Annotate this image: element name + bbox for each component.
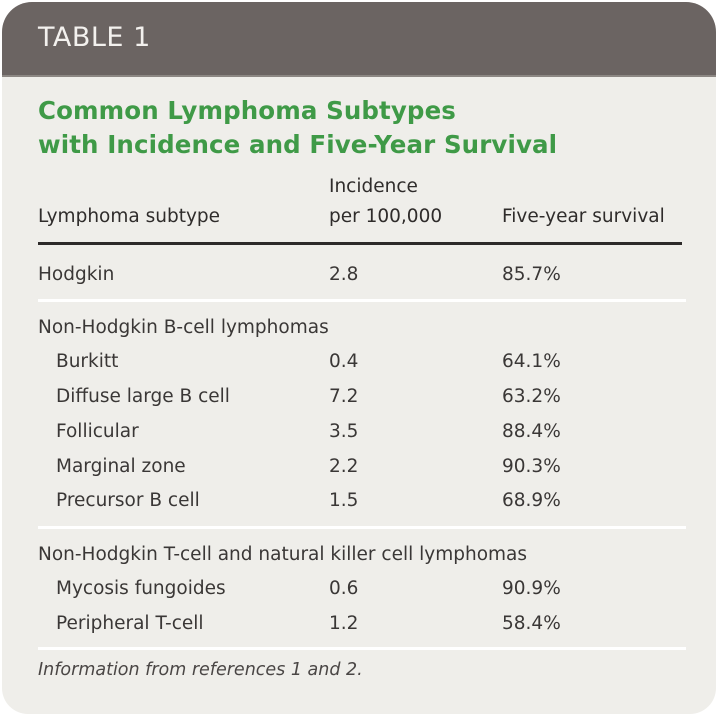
cell-incidence: 2.8: [329, 264, 359, 285]
table-title: Common Lymphoma Subtypes with Incidence …: [38, 94, 698, 162]
table-row: Mycosis fungoides 0.6 90.9%: [2, 572, 716, 606]
column-header-incidence-line2: per 100,000: [329, 206, 443, 227]
table-title-line1: Common Lymphoma Subtypes: [38, 96, 456, 125]
table-row: Follicular 3.5 88.4%: [2, 415, 716, 449]
table-row: Diffuse large B cell 7.2 63.2%: [2, 380, 716, 414]
cell-incidence: 1.2: [329, 613, 359, 634]
cell-subtype: Peripheral T-cell: [56, 613, 204, 634]
group-label: Non-Hodgkin B-cell lymphomas: [38, 317, 329, 338]
cell-subtype: Diffuse large B cell: [56, 386, 230, 407]
cell-survival: 58.4%: [502, 613, 561, 634]
table-row: Precursor B cell 1.5 68.9%: [2, 484, 716, 518]
footnote: Information from references 1 and 2.: [38, 660, 363, 680]
table-row: Hodgkin 2.8 85.7%: [2, 258, 716, 292]
cell-survival: 68.9%: [502, 490, 561, 511]
cell-subtype: Hodgkin: [38, 264, 115, 285]
cell-incidence: 3.5: [329, 421, 359, 442]
cell-survival: 88.4%: [502, 421, 561, 442]
cell-survival: 90.9%: [502, 578, 561, 599]
section-divider: [38, 299, 686, 302]
cell-survival: 63.2%: [502, 386, 561, 407]
cell-incidence: 2.2: [329, 456, 359, 477]
cell-subtype: Burkitt: [56, 351, 119, 372]
cell-incidence: 0.6: [329, 578, 359, 599]
table-header-bar: TABLE 1: [2, 2, 716, 77]
cell-incidence: 0.4: [329, 351, 359, 372]
section-divider: [38, 526, 686, 529]
column-header-incidence-line1: Incidence: [329, 176, 418, 197]
group-header-b-cell: Non-Hodgkin B-cell lymphomas: [2, 311, 716, 345]
column-header-survival: Five-year survival: [502, 206, 665, 227]
cell-incidence: 1.5: [329, 490, 359, 511]
table-title-line2: with Incidence and Five-Year Survival: [38, 130, 558, 159]
cell-survival: 64.1%: [502, 351, 561, 372]
group-label: Non-Hodgkin T-cell and natural killer ce…: [38, 544, 528, 565]
cell-subtype: Follicular: [56, 421, 139, 442]
cell-survival: 90.3%: [502, 456, 561, 477]
cell-subtype: Precursor B cell: [56, 490, 200, 511]
table-label: TABLE 1: [38, 22, 151, 53]
header-rule: [38, 242, 682, 245]
column-header-subtype: Lymphoma subtype: [38, 206, 221, 227]
cell-subtype: Marginal zone: [56, 456, 186, 477]
footer-divider: [38, 647, 686, 650]
cell-survival: 85.7%: [502, 264, 561, 285]
column-header-incidence: Incidence per 100,000: [329, 172, 442, 232]
table-row: Marginal zone 2.2 90.3%: [2, 450, 716, 484]
table-row: Peripheral T-cell 1.2 58.4%: [2, 607, 716, 641]
table-row: Burkitt 0.4 64.1%: [2, 345, 716, 379]
cell-incidence: 7.2: [329, 386, 359, 407]
group-header-t-cell: Non-Hodgkin T-cell and natural killer ce…: [2, 538, 716, 572]
cell-subtype: Mycosis fungoides: [56, 578, 226, 599]
